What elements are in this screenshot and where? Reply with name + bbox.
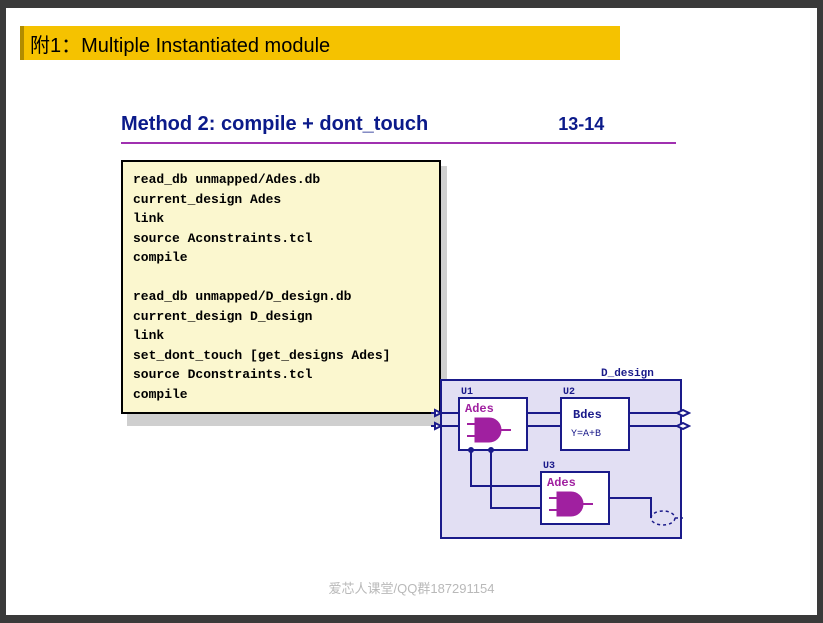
u1-label: U1 bbox=[461, 387, 473, 398]
u3-name: Ades bbox=[547, 476, 576, 490]
footer-watermark: 爱芯人课堂/QQ群187291154 bbox=[6, 578, 817, 597]
u2-sub: Y=A+B bbox=[571, 429, 601, 440]
page-number: 13-14 bbox=[558, 114, 604, 135]
u2-label: U2 bbox=[563, 387, 575, 398]
code-block: read_db unmapped/Ades.db current_design … bbox=[121, 160, 441, 414]
diagram-title: D_design bbox=[601, 368, 654, 380]
method-header-row: Method 2: compile + dont_touch 13-14 bbox=[121, 113, 676, 136]
slide-page: 附1：Multiple Instantiated module Method 2… bbox=[6, 8, 817, 615]
u2-name: Bdes bbox=[573, 408, 602, 422]
divider-line bbox=[121, 142, 676, 144]
method-title: Method 2: compile + dont_touch bbox=[121, 113, 428, 136]
title-bar: 附1：Multiple Instantiated module bbox=[20, 26, 620, 60]
u1-name: Ades bbox=[465, 402, 494, 416]
u3-label: U3 bbox=[543, 461, 555, 472]
slide-title: 附1：Multiple Instantiated module bbox=[30, 29, 330, 58]
block-diagram: D_design U1 Ades U2 Bdes Y=A+B bbox=[431, 368, 691, 543]
